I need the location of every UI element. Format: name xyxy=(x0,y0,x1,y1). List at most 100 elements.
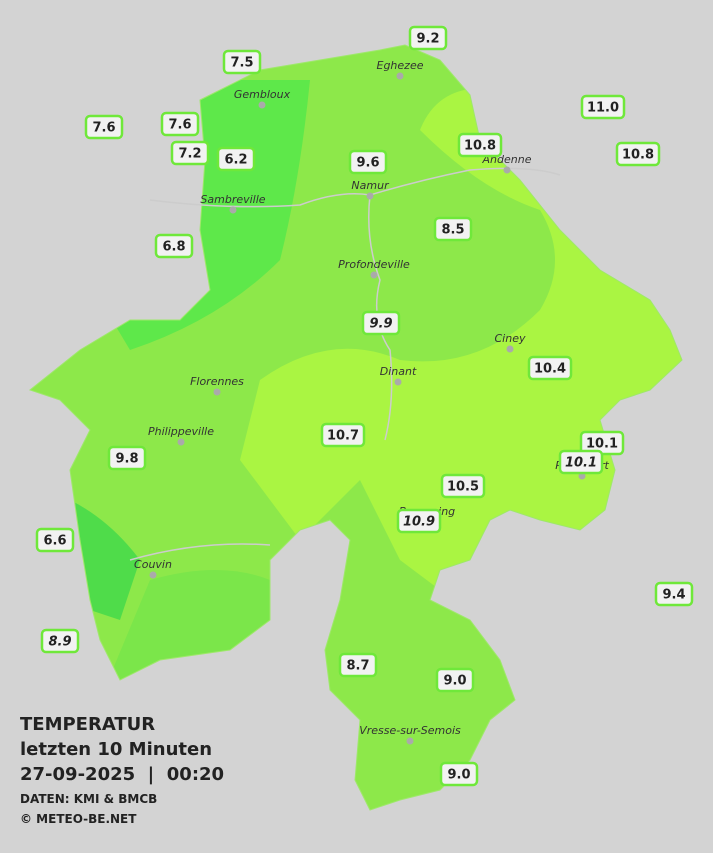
subtitle: letzten 10 Minuten xyxy=(20,739,212,760)
station-box xyxy=(107,445,147,471)
station-box xyxy=(348,149,388,175)
station-box xyxy=(396,508,442,534)
city-label: Florennes xyxy=(190,375,244,388)
station-value: 6.8 xyxy=(162,240,185,255)
station: 7.6 xyxy=(84,114,124,140)
station-box xyxy=(433,216,473,242)
station-value: 9.0 xyxy=(447,768,470,783)
city-dot xyxy=(406,737,414,745)
station-box xyxy=(320,422,366,448)
station-box xyxy=(84,114,124,140)
city-dot xyxy=(149,571,157,579)
station-value: 7.6 xyxy=(168,118,191,133)
station-value: 10.4 xyxy=(534,362,566,377)
city-label: Profondeville xyxy=(338,258,410,271)
station-value: 10.8 xyxy=(622,148,654,163)
station: 6.2 xyxy=(216,146,256,172)
station: 10.8 xyxy=(615,141,661,167)
station-value: 9.4 xyxy=(662,588,685,603)
station-value: 9.0 xyxy=(443,674,466,689)
station-value: 9.8 xyxy=(115,452,138,467)
city-dot xyxy=(370,271,378,279)
city-label: Gembloux xyxy=(234,88,291,101)
station: 9.0 xyxy=(435,667,475,693)
station: 10.5 xyxy=(440,473,486,499)
city-label: Eghezee xyxy=(377,59,424,72)
station-value: 7.6 xyxy=(92,121,115,136)
station: 10.7 xyxy=(320,422,366,448)
station-value: 7.2 xyxy=(178,147,201,162)
station-box xyxy=(222,49,262,75)
station: 8.7 xyxy=(338,652,378,678)
station: 11.0 xyxy=(580,94,626,120)
station-value: 9.9 xyxy=(369,317,392,332)
city-dot xyxy=(213,388,221,396)
city-label: Sambreville xyxy=(200,193,265,206)
station-value: 7.5 xyxy=(230,56,253,71)
city-label: Ciney xyxy=(495,332,526,345)
station-value: 10.1 xyxy=(586,437,618,452)
station-box xyxy=(654,581,694,607)
station: 9.0 xyxy=(439,761,479,787)
city-dot xyxy=(506,345,514,353)
station-value: 8.5 xyxy=(441,223,464,238)
river xyxy=(129,543,271,561)
station-value: 6.2 xyxy=(224,153,247,168)
station-box xyxy=(527,355,573,381)
station: 10.8 xyxy=(457,132,503,158)
station-box xyxy=(558,449,604,475)
station-box xyxy=(361,310,401,336)
station-box xyxy=(154,233,194,259)
station-box xyxy=(170,140,210,166)
station-box xyxy=(435,667,475,693)
station: 10.1 xyxy=(558,449,604,475)
station-value: 10.5 xyxy=(447,480,479,495)
title: TEMPERATUR xyxy=(20,714,155,735)
city-label: Couvin xyxy=(134,558,172,571)
city-dot xyxy=(258,101,266,109)
station: 10.4 xyxy=(527,355,573,381)
station-value: 10.1 xyxy=(565,456,597,471)
legend: TEMPERATUR letzten 10 Minuten 27-09-2025… xyxy=(20,714,224,826)
station-box xyxy=(439,761,479,787)
station-box xyxy=(408,25,448,51)
station: 9.8 xyxy=(107,445,147,471)
station-box xyxy=(580,94,626,120)
station: 7.6 xyxy=(160,111,200,137)
station-value: 10.8 xyxy=(464,139,496,154)
station-value: 11.0 xyxy=(587,101,619,116)
station-box xyxy=(40,628,80,654)
city-label: Dinant xyxy=(380,365,417,378)
city-label: Vresse-sur-Semois xyxy=(359,724,461,737)
station: 9.9 xyxy=(361,310,401,336)
city-label: Namur xyxy=(351,179,390,192)
source: DATEN: KMI & BMCB xyxy=(20,792,157,806)
station-value: 9.6 xyxy=(356,156,379,171)
station-value: 10.7 xyxy=(327,429,359,444)
city-dot xyxy=(177,438,185,446)
station-box xyxy=(160,111,200,137)
station: 9.4 xyxy=(654,581,694,607)
station-box xyxy=(35,527,75,553)
station: 8.5 xyxy=(433,216,473,242)
station: 10.9 xyxy=(396,508,442,534)
station: 7.5 xyxy=(222,49,262,75)
station-value: 8.7 xyxy=(346,659,369,674)
station-value: 10.9 xyxy=(403,515,435,530)
station-box xyxy=(615,141,661,167)
city-label: Philippeville xyxy=(148,425,214,438)
city-dot xyxy=(396,72,404,80)
station: 7.2 xyxy=(170,140,210,166)
city-dot xyxy=(394,378,402,386)
station-box xyxy=(440,473,486,499)
station: 6.8 xyxy=(154,233,194,259)
station: 9.6 xyxy=(348,149,388,175)
city-dot xyxy=(366,192,374,200)
city-dot xyxy=(503,166,511,174)
station: 8.9 xyxy=(40,628,80,654)
copyright: © METEO-BE.NET xyxy=(20,812,137,826)
station-value: 8.9 xyxy=(48,635,71,650)
station: 9.2 xyxy=(408,25,448,51)
station-value: 9.2 xyxy=(416,32,439,47)
